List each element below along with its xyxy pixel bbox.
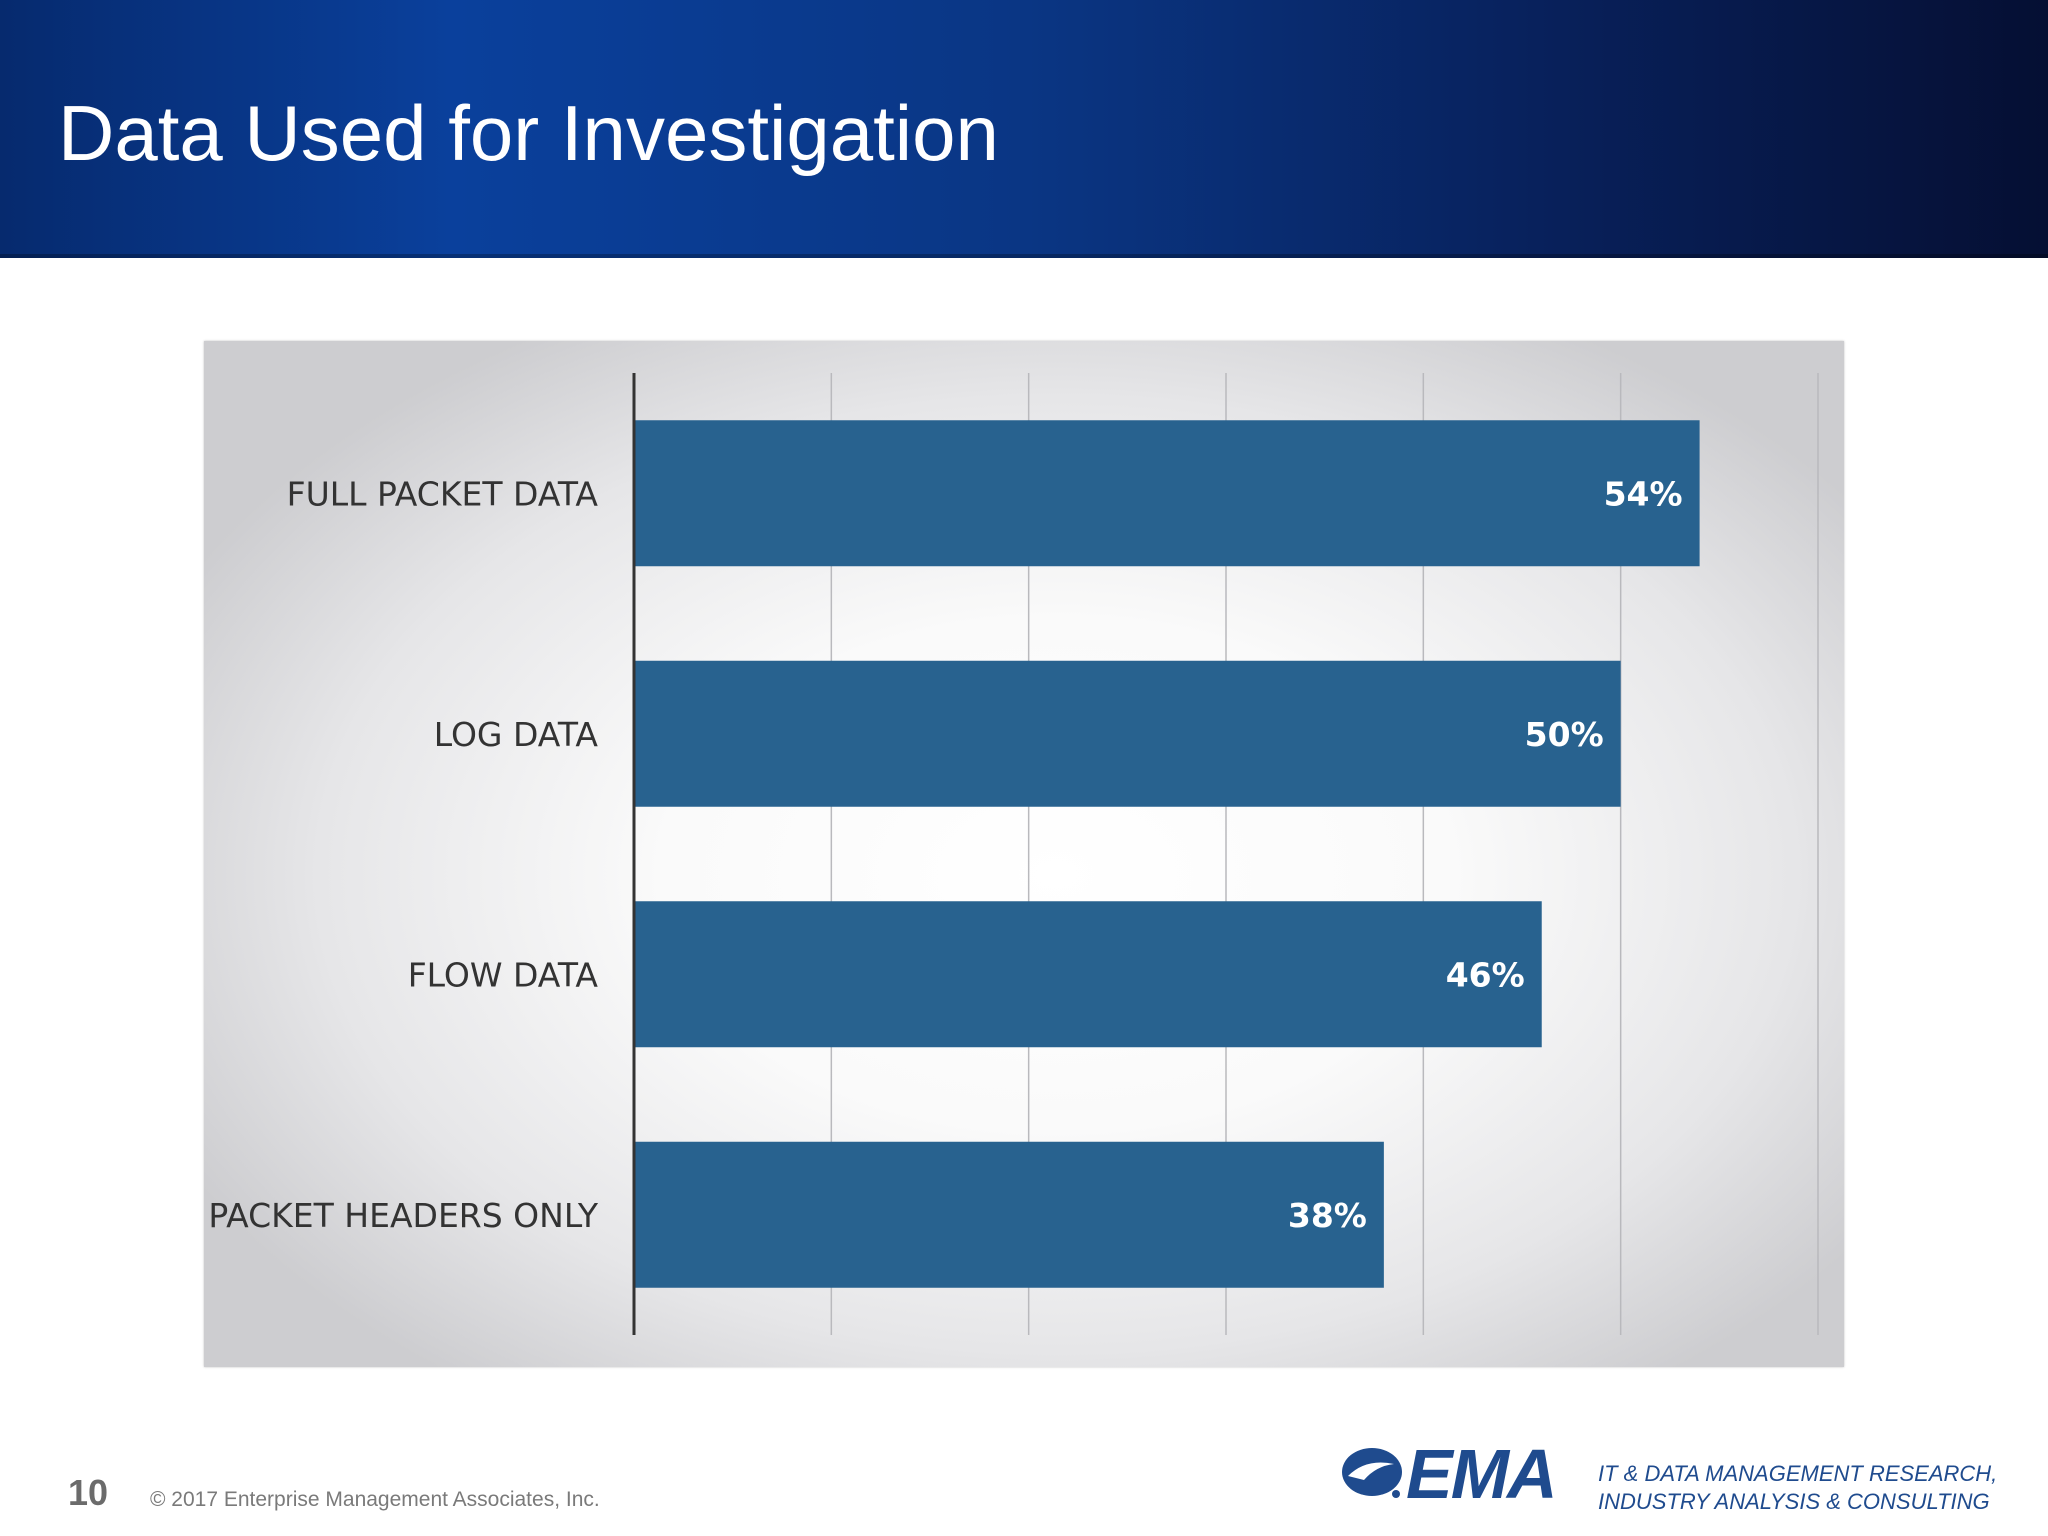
bar	[634, 901, 1542, 1048]
bar	[634, 1141, 1384, 1288]
tagline-line-1: IT & DATA MANAGEMENT RESEARCH,	[1598, 1461, 1998, 1486]
chart-panel: 54% FULL PACKET DATA 50% LOG DATA 46% FLOW DA…	[204, 341, 1844, 1367]
company-tagline: IT & DATA MANAGEMENT RESEARCH, INDUSTRY …	[1598, 1460, 1997, 1516]
bar-value-label: 38%	[1288, 1196, 1367, 1235]
bar-value-label: 50%	[1525, 715, 1604, 754]
category-label: FULL PACKET DATA	[287, 474, 599, 513]
bar	[634, 660, 1621, 807]
copyright-notice: © 2017 Enterprise Management Associates,…	[150, 1488, 600, 1511]
category-label: LOG DATA	[434, 715, 599, 754]
slide-title: Data Used for Investigation	[58, 89, 999, 177]
logo-wordmark: EMA	[1406, 1435, 1558, 1513]
tagline-line-2: INDUSTRY ANALYSIS & CONSULTING	[1598, 1489, 1990, 1514]
bar-value-label: 46%	[1446, 955, 1525, 994]
bar-value-label: 54%	[1604, 474, 1683, 513]
ema-swoosh-icon	[1342, 1448, 1402, 1498]
title-banner: Data Used for Investigation	[0, 0, 2048, 258]
page-number: 10	[68, 1472, 109, 1513]
category-label: FLOW DATA	[408, 955, 599, 994]
ema-logo: EMA	[1334, 1436, 1564, 1512]
bar-chart: 54% FULL PACKET DATA 50% LOG DATA 46% FLOW DA…	[208, 373, 1819, 1335]
category-label: PACKET HEADERS ONLY	[208, 1196, 598, 1235]
bar	[634, 420, 1700, 567]
